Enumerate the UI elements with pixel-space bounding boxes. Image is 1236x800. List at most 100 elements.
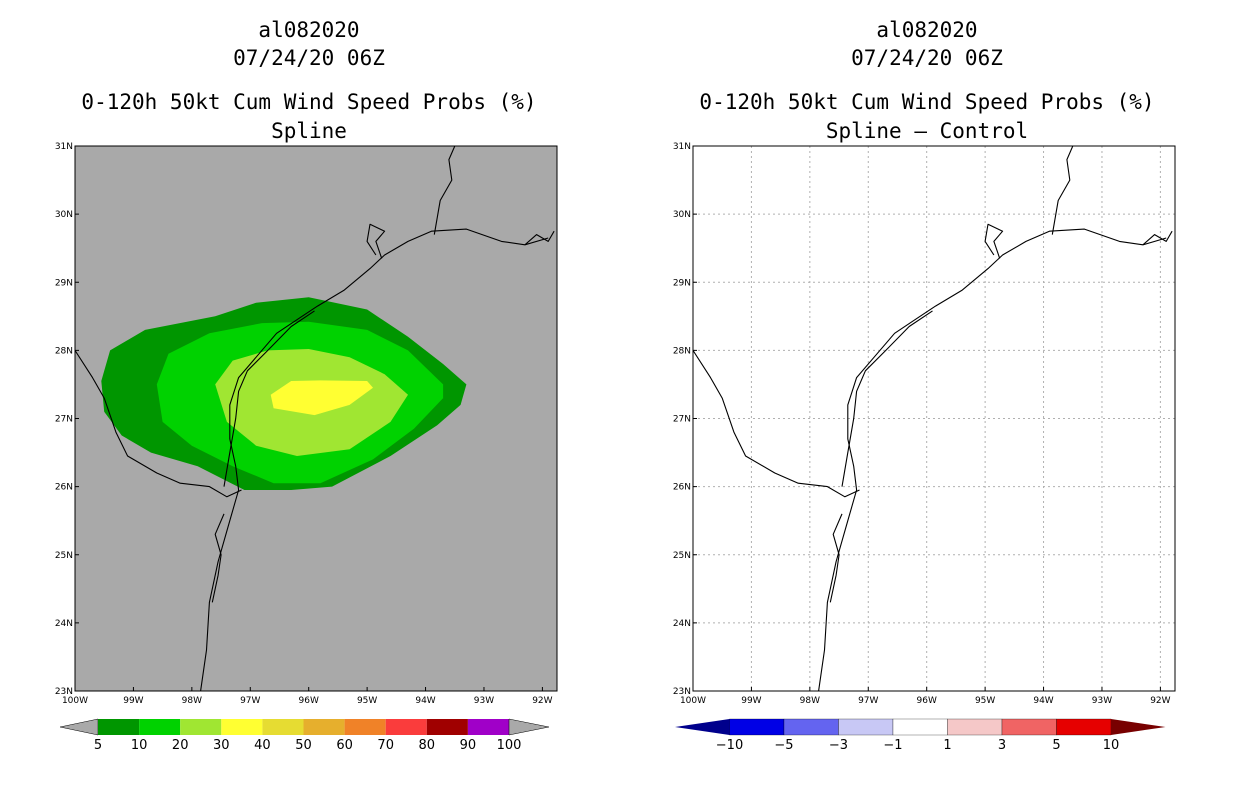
colorbar-segment — [221, 719, 263, 735]
x-tick-label: 99W — [741, 696, 761, 706]
y-tick-label: 31N — [673, 142, 691, 152]
colorbar-segment — [303, 719, 345, 735]
x-tick-label: 93W — [1092, 696, 1112, 706]
y-tick-label: 26N — [55, 483, 73, 493]
colorbar-label: 100 — [497, 738, 522, 753]
coastline-rio-grande — [693, 350, 860, 498]
chart-title: 0-120h 50kt Cum Wind Speed Probs (%) — [81, 90, 537, 114]
colorbar-label: 60 — [336, 738, 353, 753]
colorbar-label: 70 — [377, 738, 394, 753]
colorbar-segment — [783, 718, 839, 736]
y-tick-label: 30N — [55, 210, 73, 220]
colorbar: −10 −5 −3 −1 1 3 5 10 — [675, 718, 1166, 753]
y-tick-label: 29N — [673, 278, 691, 288]
y-tick-label: 25N — [55, 551, 73, 561]
contour-30-40 — [270, 380, 373, 416]
right-panel: al082020 07/24/20 06Z 0-120h 50kt Cum Wi… — [618, 0, 1236, 800]
colorbar-segment — [1056, 718, 1112, 736]
map-content — [75, 146, 555, 691]
y-tick-label: 28N — [55, 346, 73, 356]
chart-subtitle: Spline — [271, 119, 347, 143]
left-panel: al082020 07/24/20 06Z 0-120h 50kt Cum Wi… — [55, 18, 558, 753]
colorbar-segment — [892, 718, 948, 736]
coastline-laguna-madre-west — [211, 513, 225, 603]
x-tick-label: 96W — [917, 696, 937, 706]
colorbar-label: −1 — [883, 738, 902, 753]
probability-map: 100W 99W 98W 97W 96W 95W 94W 93W 92W 23N 24N 25N 26N… — [55, 142, 558, 753]
colorbar-label: 10 — [1103, 738, 1120, 753]
colorbar-segment — [262, 719, 304, 735]
y-tick-label: 24N — [55, 619, 73, 629]
y-tick-label: 23N — [673, 687, 691, 697]
colorbar-segment — [180, 719, 222, 735]
colorbar-label: 5 — [94, 738, 102, 753]
y-tick-label: 27N — [55, 415, 73, 425]
x-tick-label: 99W — [123, 696, 143, 706]
colorbar-segment — [838, 718, 894, 736]
y-tick-label: 26N — [673, 483, 691, 493]
colorbar-extend-low — [59, 718, 99, 736]
x-tick-label: 96W — [299, 696, 319, 706]
x-tick-label: 92W — [532, 696, 552, 706]
x-tick-label: 93W — [474, 696, 494, 706]
colorbar-segment — [98, 719, 140, 735]
datetime-label: 07/24/20 06Z — [851, 46, 1003, 70]
map-content — [693, 146, 1175, 691]
x-tick-label: 100W — [62, 696, 88, 706]
colorbar-segment — [947, 718, 1003, 736]
x-tick-label: 98W — [800, 696, 820, 706]
colorbar-label: 80 — [419, 738, 436, 753]
y-tick-label: 27N — [673, 415, 691, 425]
y-tick-label: 23N — [55, 687, 73, 697]
coastline-texas-coast — [818, 228, 1167, 691]
chart-subtitle: Spline – Control — [825, 119, 1029, 143]
colorbar-label: 30 — [213, 738, 230, 753]
colorbar-label: −5 — [774, 738, 793, 753]
colorbar-segment — [426, 719, 468, 735]
colorbar-label: 3 — [998, 738, 1006, 753]
x-tick-label: 97W — [240, 696, 260, 706]
coastline-louisiana-bay — [524, 230, 555, 246]
colorbar-label: 40 — [254, 738, 271, 753]
coastline-sabine-river — [1051, 146, 1074, 235]
difference-map: 100W 99W 98W 97W 96W 95W 94W 93W 92W 23N 24N 25N 26N… — [673, 142, 1176, 753]
coastline-louisiana-bay — [1142, 230, 1173, 246]
coastline-barrier-island — [841, 310, 933, 487]
chart-title: 0-120h 50kt Cum Wind Speed Probs (%) — [699, 90, 1155, 114]
colorbar-segment — [729, 718, 785, 736]
y-tick-label: 29N — [55, 278, 73, 288]
x-tick-label: 95W — [975, 696, 995, 706]
colorbar-segment — [385, 719, 427, 735]
colorbar: 5 10 20 30 40 50 60 70 80 90 100 — [59, 718, 550, 753]
y-tick-label: 24N — [673, 619, 691, 629]
colorbar-label: 10 — [131, 738, 148, 753]
x-tick-label: 94W — [1033, 696, 1053, 706]
storm-id-label: al082020 — [258, 18, 360, 42]
datetime-label: 07/24/20 06Z — [233, 46, 385, 70]
y-tick-label: 31N — [55, 142, 73, 152]
colorbar-label: 5 — [1052, 738, 1060, 753]
x-tick-label: 98W — [182, 696, 202, 706]
colorbar-extend-high — [1111, 719, 1166, 735]
colorbar-extend-high — [508, 718, 550, 736]
colorbar-label: 50 — [295, 738, 312, 753]
colorbar-segment — [467, 719, 509, 735]
coastline-sabine-river — [433, 146, 456, 235]
y-tick-label: 30N — [673, 210, 691, 220]
x-tick-label: 100W — [680, 696, 706, 706]
colorbar-label: 20 — [172, 738, 189, 753]
coastline-laguna-madre-west — [829, 513, 843, 603]
colorbar-segment — [344, 719, 386, 735]
x-tick-label: 97W — [858, 696, 878, 706]
y-tick-label: 28N — [673, 346, 691, 356]
coastline-galveston-bay — [984, 223, 1004, 259]
x-tick-label: 92W — [1150, 696, 1170, 706]
colorbar-segment — [1001, 718, 1057, 736]
colorbar-segment — [139, 719, 181, 735]
colorbar-extend-low — [675, 719, 730, 735]
x-tick-label: 95W — [357, 696, 377, 706]
y-tick-label: 25N — [673, 551, 691, 561]
coastline-galveston-bay — [366, 223, 386, 259]
colorbar-label: −10 — [716, 738, 743, 753]
colorbar-label: −3 — [829, 738, 848, 753]
